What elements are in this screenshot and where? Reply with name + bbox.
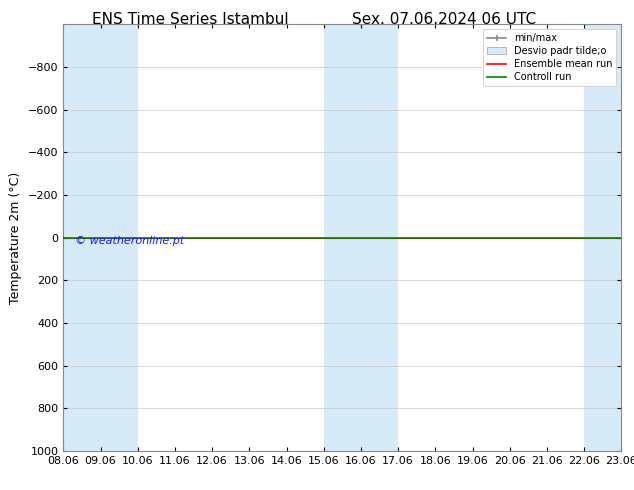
Y-axis label: Temperature 2m (°C): Temperature 2m (°C) [10, 172, 22, 304]
Legend: min/max, Desvio padr tilde;o, Ensemble mean run, Controll run: min/max, Desvio padr tilde;o, Ensemble m… [483, 29, 616, 86]
Text: Sex. 07.06.2024 06 UTC: Sex. 07.06.2024 06 UTC [352, 12, 536, 27]
Bar [63, 24, 138, 451]
Bar [324, 24, 398, 451]
Text: © weatheronline.pt: © weatheronline.pt [75, 236, 184, 246]
Bar [584, 24, 621, 451]
Text: ENS Time Series Istambul: ENS Time Series Istambul [92, 12, 288, 27]
